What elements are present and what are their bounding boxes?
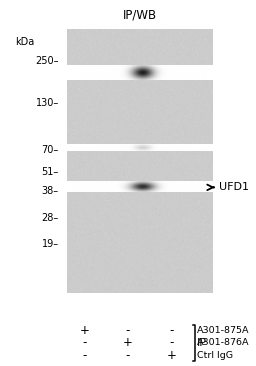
Text: -: - — [126, 349, 130, 362]
Text: 130–: 130– — [36, 98, 59, 108]
Text: -: - — [169, 324, 174, 337]
Text: 250–: 250– — [35, 56, 59, 66]
Text: +: + — [80, 324, 89, 337]
Text: 51–: 51– — [42, 167, 59, 176]
Text: -: - — [169, 336, 174, 350]
Text: A301-875A: A301-875A — [197, 326, 250, 335]
Text: +: + — [167, 349, 176, 362]
Text: 38–: 38– — [42, 186, 59, 196]
Text: +: + — [123, 336, 133, 350]
Text: -: - — [82, 336, 87, 350]
Text: kDa: kDa — [15, 37, 35, 47]
Text: 19–: 19– — [42, 239, 59, 249]
Text: -: - — [126, 324, 130, 337]
Text: UFD1: UFD1 — [219, 182, 249, 193]
Text: Ctrl IgG: Ctrl IgG — [197, 351, 233, 360]
Text: IP/WB: IP/WB — [122, 8, 157, 21]
Text: 28–: 28– — [42, 213, 59, 223]
Text: A301-876A: A301-876A — [197, 339, 250, 347]
Text: IP: IP — [197, 338, 207, 348]
Text: -: - — [82, 349, 87, 362]
Text: 70–: 70– — [42, 146, 59, 156]
